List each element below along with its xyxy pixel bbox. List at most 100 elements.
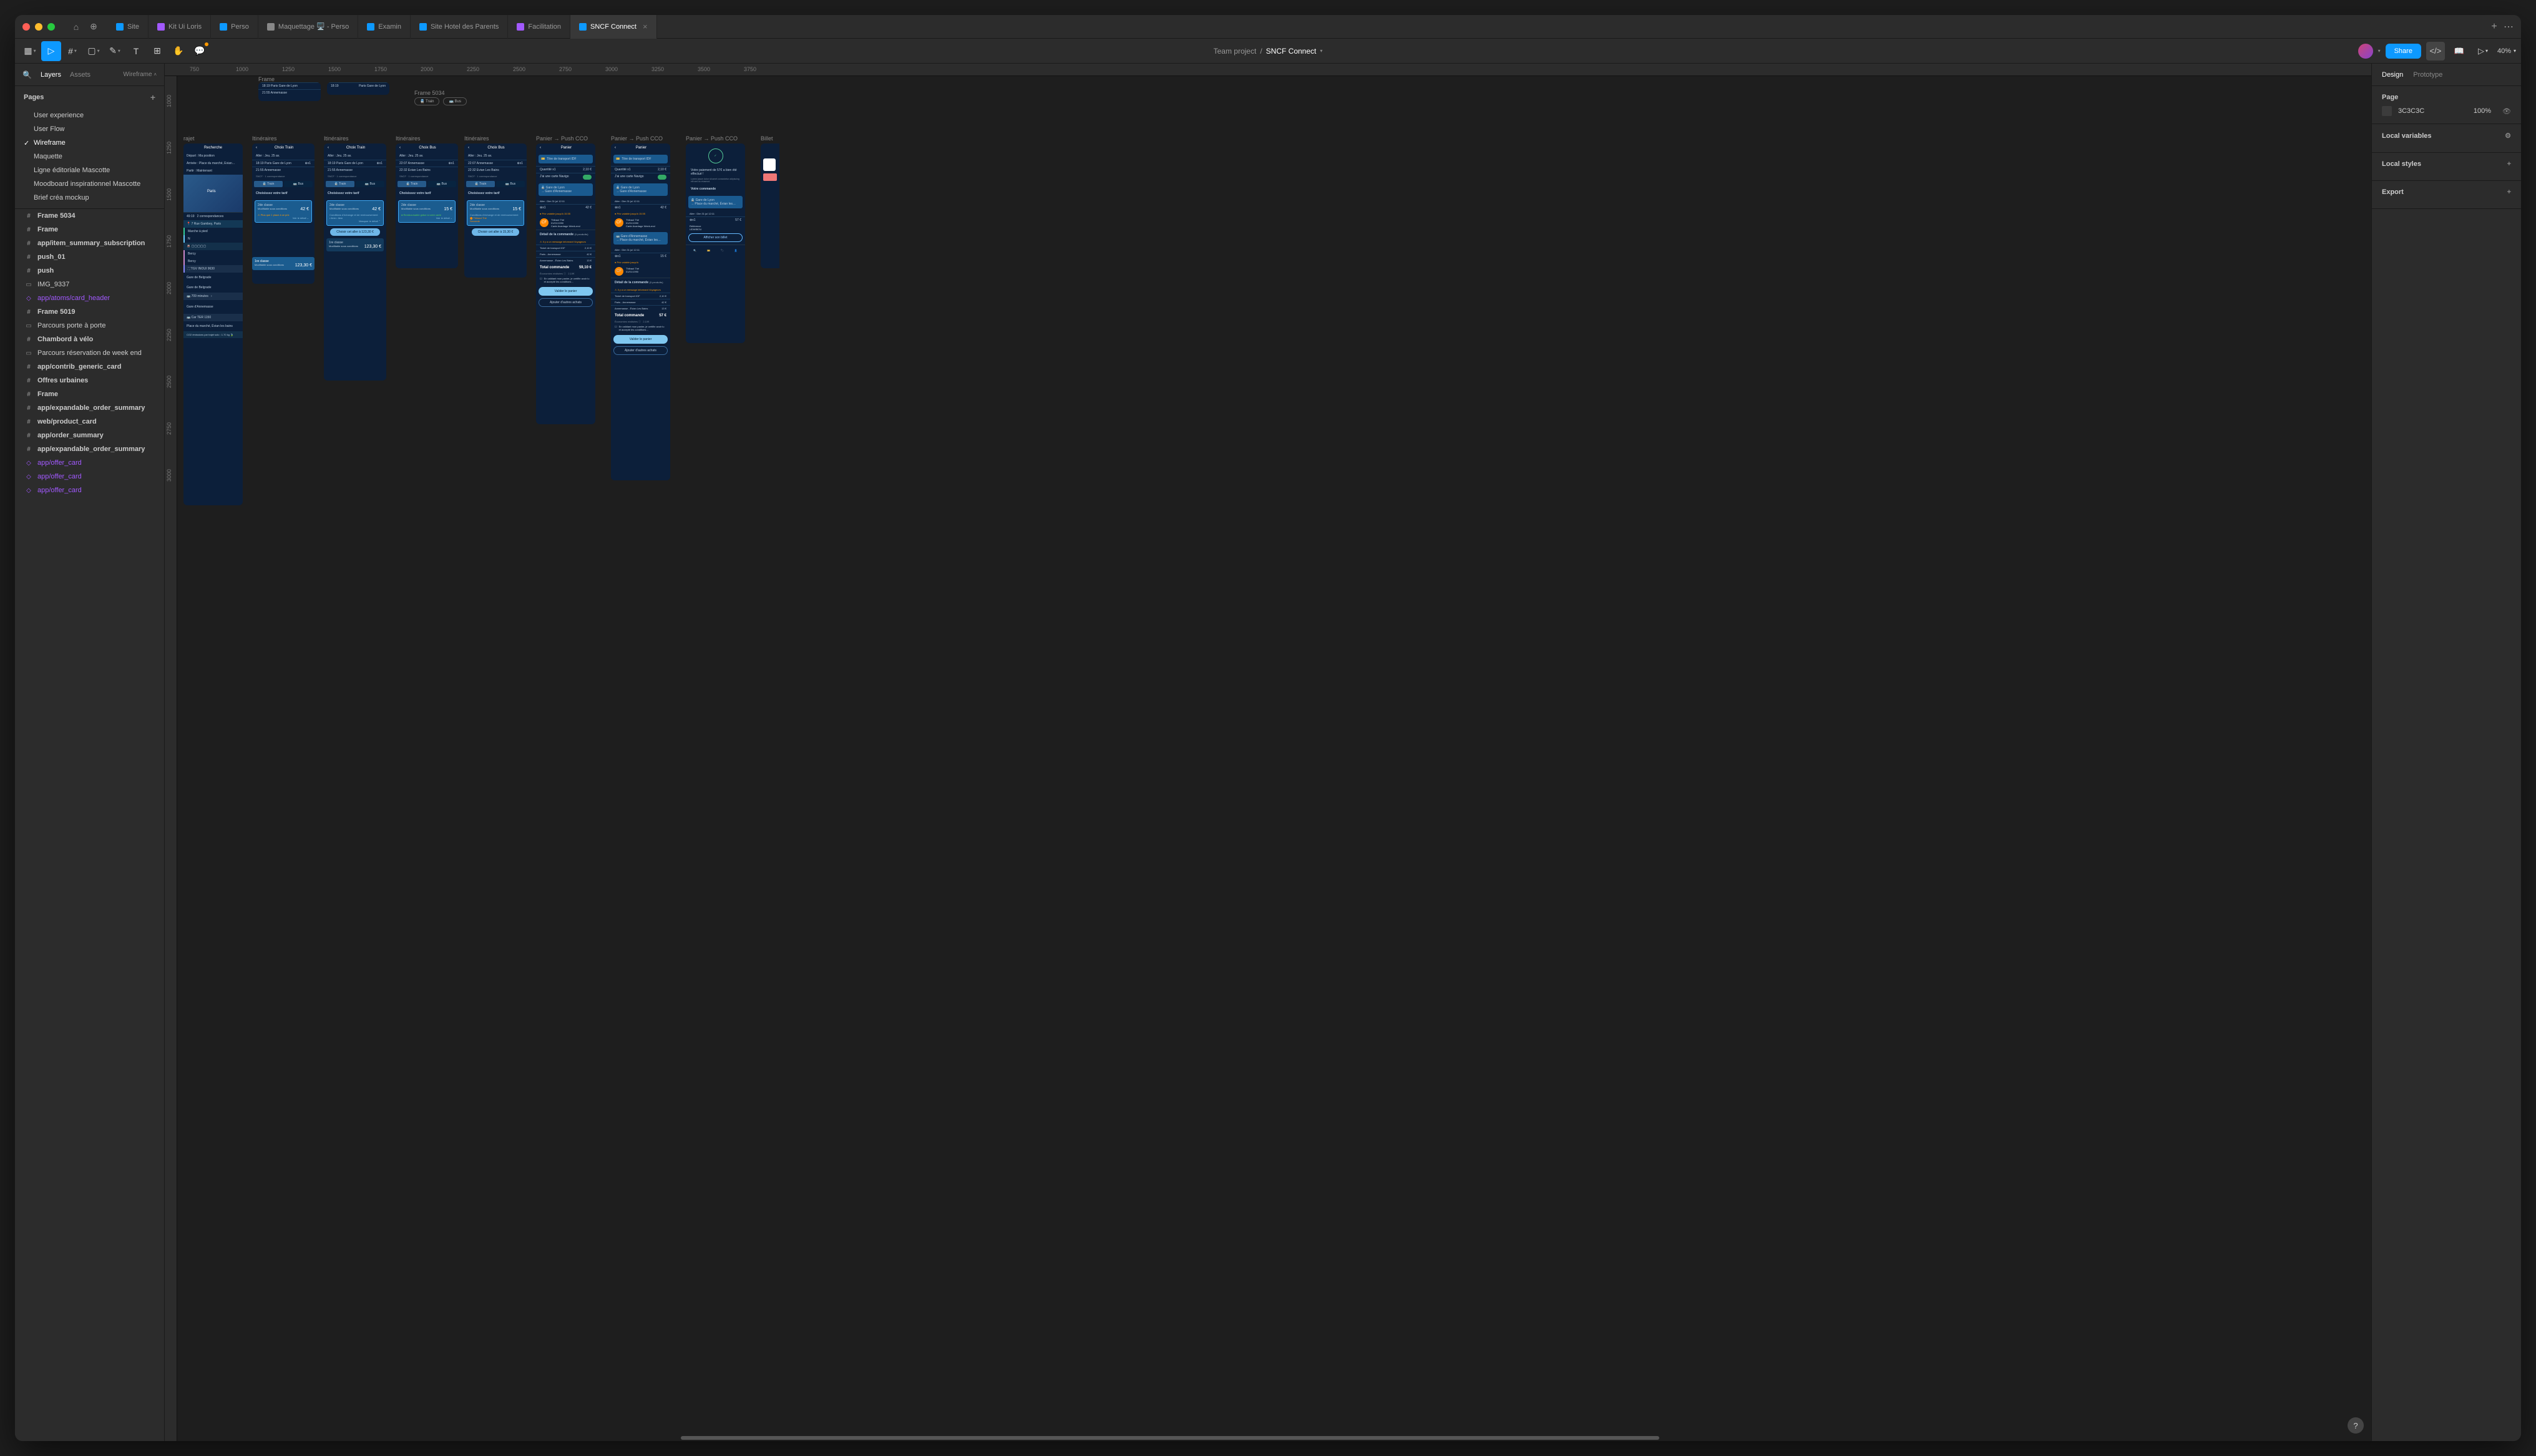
more-menu[interactable]: ⋯	[2504, 21, 2514, 33]
frame-tool[interactable]: #▾	[62, 41, 82, 61]
artboard-panier[interactable]: ‹Panier 🎫Titre de transport IDF Quantité…	[611, 143, 670, 480]
file-tab[interactable]: Site	[107, 15, 149, 39]
avatar[interactable]	[2358, 44, 2373, 59]
page-item[interactable]: ✓Wireframe	[15, 136, 164, 150]
tab-favicon	[157, 23, 165, 31]
layer-item[interactable]: #Frame 5034	[15, 209, 164, 223]
prototype-tab[interactable]: Prototype	[2413, 71, 2442, 79]
page-item[interactable]: Moodboard inspirationnel Mascotte	[15, 177, 164, 191]
color-swatch[interactable]	[2382, 106, 2392, 116]
minimize-window[interactable]	[35, 23, 42, 31]
layer-item[interactable]: ▭IMG_9337	[15, 278, 164, 291]
layer-item[interactable]: #app/order_summary	[15, 429, 164, 442]
page-item[interactable]: Ligne éditoriale Mascotte	[15, 163, 164, 177]
layer-item[interactable]: #web/product_card	[15, 415, 164, 429]
text-tool[interactable]: T	[126, 41, 146, 61]
layer-item[interactable]: #app/item_summary_subscription	[15, 236, 164, 250]
add-page-button[interactable]: +	[150, 92, 155, 102]
background-color-row[interactable]: 3C3C3C 100% 👁	[2382, 106, 2511, 116]
layer-item[interactable]: ◇app/offer_card	[15, 470, 164, 483]
canvas[interactable]: 7501000125015001750200022502500275030003…	[165, 64, 2371, 1441]
scrollbar-horizontal[interactable]	[290, 1436, 2246, 1440]
file-tab[interactable]: SNCF Connect×	[570, 15, 657, 39]
layer-item[interactable]: #Frame 5019	[15, 305, 164, 319]
add-style-button[interactable]: +	[2507, 160, 2511, 168]
layer-item[interactable]: ◇app/offer_card	[15, 456, 164, 470]
layer-item[interactable]: #app/expandable_order_summary	[15, 442, 164, 456]
design-tab[interactable]: Design	[2382, 71, 2403, 79]
page-item[interactable]: User experience	[15, 109, 164, 122]
layer-item[interactable]: ◇app/atoms/card_header	[15, 291, 164, 305]
artboard-confirmation[interactable]: ✓ Votre paiement de 57€ a bien été effec…	[686, 143, 745, 343]
layer-item[interactable]: ◇app/offer_card	[15, 483, 164, 497]
new-tab-button[interactable]: +	[2485, 21, 2504, 32]
layer-item[interactable]: #app/expandable_order_summary	[15, 401, 164, 415]
play-button[interactable]: ▷▾	[2474, 42, 2492, 61]
assets-tab[interactable]: Assets	[70, 71, 90, 79]
search-icon[interactable]: 🔍	[22, 70, 32, 79]
artboard-frame[interactable]: 18:19 Paris Gare de Lyon 21:55 Annemasse	[258, 82, 321, 101]
artboard-choix[interactable]: ‹Choix Bus Aller : Jeu. 25 av. 22:07 Ann…	[464, 143, 527, 278]
layer-type-icon: #	[25, 254, 32, 261]
library-button[interactable]: 📖	[2450, 42, 2469, 61]
artboard-recherche[interactable]: Recherche Départ : Ma position Arrivée :…	[183, 143, 243, 505]
maximize-window[interactable]	[47, 23, 55, 31]
artboard-choix[interactable]: ‹Choix Bus Aller : Jeu. 25 av. 22:07 Ann…	[396, 143, 458, 268]
main-menu-button[interactable]: ▦▾	[20, 41, 40, 61]
avatar-menu[interactable]: ▾	[2378, 48, 2381, 54]
visibility-icon[interactable]: 👁	[2502, 107, 2511, 115]
home-icon[interactable]: ⌂	[67, 18, 85, 36]
comment-tool[interactable]: 💬	[190, 41, 210, 61]
layer-type-icon: #	[25, 377, 32, 384]
layer-item[interactable]: #Offres urbaines	[15, 374, 164, 387]
pen-tool[interactable]: ✎▾	[105, 41, 125, 61]
shape-tool[interactable]: ▢▾	[84, 41, 104, 61]
layer-list: #Frame 5034#Frame#app/item_summary_subsc…	[15, 209, 164, 1441]
layer-item[interactable]: #push_01	[15, 250, 164, 264]
file-tab[interactable]: Maquettage 🖥️ - Perso	[258, 15, 358, 39]
page-mode[interactable]: Wireframe ˄	[123, 71, 157, 78]
layers-tab[interactable]: Layers	[41, 71, 61, 79]
zoom-control[interactable]: 40% ▾	[2497, 47, 2516, 55]
file-tab[interactable]: Site Hotel des Parents	[411, 15, 508, 39]
layer-item[interactable]: #app/contrib_generic_card	[15, 360, 164, 374]
artboard-choix[interactable]: ‹Choix Train Aller : Jeu. 25 av. 18:19 P…	[324, 143, 386, 381]
layer-item[interactable]: #Chambord à vélo	[15, 332, 164, 346]
share-button[interactable]: Share	[2386, 44, 2421, 59]
layer-item[interactable]: #Frame	[15, 387, 164, 401]
tab-favicon	[517, 23, 524, 31]
file-tab[interactable]: Examin	[358, 15, 411, 39]
help-button[interactable]: ?	[2348, 1417, 2364, 1434]
file-tab[interactable]: Perso	[211, 15, 258, 39]
artboard-panier[interactable]: ‹Panier 🎫Titre de transport IDF Quantité…	[536, 143, 595, 424]
layer-item[interactable]: #Frame	[15, 223, 164, 236]
resources-tool[interactable]: ⊞	[147, 41, 167, 61]
chevron-down-icon[interactable]: ▾	[1320, 48, 1322, 54]
hand-tool[interactable]: ✋	[168, 41, 188, 61]
artboard-frame[interactable]: 18:19Paris Gare de Lyon	[327, 82, 389, 95]
settings-icon[interactable]: ⚙	[2505, 132, 2511, 140]
close-tab-icon[interactable]: ×	[643, 22, 648, 31]
layer-item[interactable]: ▭Parcours réservation de week end	[15, 346, 164, 360]
page-item[interactable]: Brief créa mockup	[15, 191, 164, 205]
layer-type-icon: #	[25, 240, 32, 247]
breadcrumb[interactable]: Team project / SNCF Connect ▾	[1214, 47, 1323, 56]
ruler-horizontal: 7501000125015001750200022502500275030003…	[165, 64, 2371, 76]
close-window[interactable]	[22, 23, 30, 31]
community-icon[interactable]: ⊕	[85, 18, 102, 36]
file-tab[interactable]: Kit Ui Loris	[149, 15, 211, 39]
file-tab[interactable]: Facilitation	[508, 15, 570, 39]
layer-item[interactable]: ▭Parcours porte à porte	[15, 319, 164, 332]
layer-type-icon: #	[25, 226, 32, 233]
dev-mode-button[interactable]: </>	[2426, 42, 2445, 61]
move-tool[interactable]: ▷	[41, 41, 61, 61]
add-export-button[interactable]: +	[2507, 188, 2511, 196]
right-panel: Design Prototype Page 3C3C3C 100% 👁 Loca…	[2371, 64, 2521, 1441]
layer-item[interactable]: #push	[15, 264, 164, 278]
page-section: Page 3C3C3C 100% 👁	[2372, 86, 2521, 124]
left-panel: 🔍 Layers Assets Wireframe ˄ Pages + User…	[15, 64, 165, 1441]
page-item[interactable]: Maquette	[15, 150, 164, 163]
scrollbar-thumb[interactable]	[681, 1436, 1659, 1440]
page-item[interactable]: User Flow	[15, 122, 164, 136]
artboard-billet[interactable]	[761, 143, 779, 268]
